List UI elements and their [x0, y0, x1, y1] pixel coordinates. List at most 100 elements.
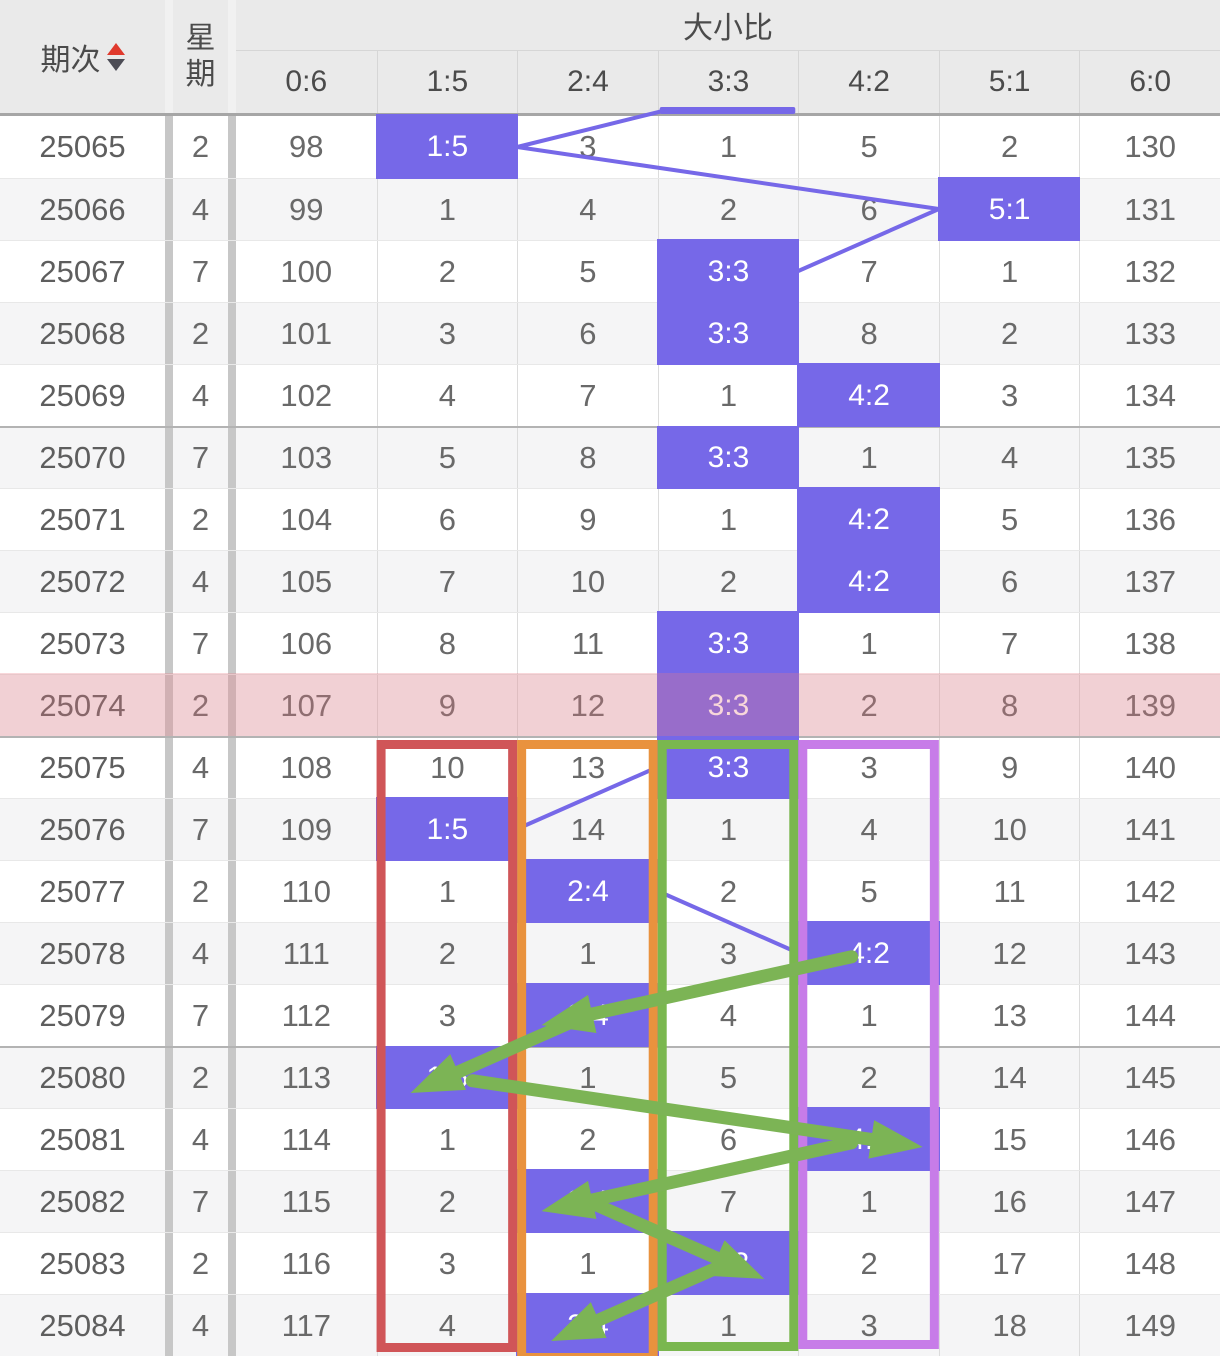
weekday-cell: 2	[191, 1060, 210, 1095]
miss-count-cell: 107	[280, 687, 333, 723]
miss-count-cell: 6	[376, 489, 518, 550]
miss-count-cell: 3	[938, 365, 1080, 426]
miss-count-cell: 1	[657, 799, 799, 860]
weekday-cell: 4	[191, 935, 210, 971]
table-row: 25074 2 107 9 12 3:3 2 8 139	[0, 673, 1220, 737]
ratio-hit-cell: 4:2	[797, 363, 940, 427]
ratio-subheader-row: 0:6 1:5 2:4 3:3 4:2 5:1 6:0	[236, 50, 1220, 113]
period-cell: 25074	[39, 687, 126, 723]
column-divider	[165, 923, 173, 984]
sort-desc-icon[interactable]	[106, 58, 125, 71]
miss-count-cell: 142	[1079, 861, 1220, 922]
miss-count-cell: 113	[281, 1060, 331, 1095]
period-cell: 25078	[39, 935, 126, 971]
period-cell: 25080	[39, 1060, 126, 1095]
miss-count-cell: 16	[938, 1171, 1080, 1232]
column-divider	[165, 428, 173, 488]
weekday-cell: 2	[191, 1245, 210, 1281]
miss-count-cell: 3	[376, 303, 518, 364]
weekday-cell: 7	[191, 811, 210, 847]
ratio-header-4:2: 4:2	[798, 51, 939, 113]
column-divider	[165, 1233, 173, 1294]
ratio-hit-cell: 4:2	[797, 487, 940, 551]
miss-count-cell: 4	[938, 428, 1080, 488]
column-divider	[228, 861, 236, 922]
miss-count-cell: 1	[938, 241, 1080, 302]
miss-count-cell: 109	[280, 811, 333, 847]
miss-count-cell: 3	[798, 738, 939, 798]
table-row: 25078 4 111 2 1 3 4:2 12 143	[0, 921, 1220, 985]
weekday-cell: 2	[191, 315, 210, 351]
sort-icons[interactable]	[106, 42, 125, 71]
ratio-hit-cell: 2:4	[516, 859, 659, 923]
miss-count-cell: 144	[1079, 985, 1220, 1046]
miss-count-cell: 133	[1079, 303, 1220, 364]
period-header-cell[interactable]: 期次	[0, 0, 165, 113]
miss-count-cell: 17	[938, 1233, 1080, 1294]
miss-count-cell: 100	[280, 253, 333, 289]
ratio-header-group: 大小比 0:6 1:5 2:4 3:3 4:2 5:1 6:0	[236, 0, 1220, 113]
column-divider	[228, 428, 236, 488]
ratio-hit-cell: 2:4	[516, 1293, 659, 1356]
miss-count-cell: 5	[517, 241, 658, 302]
column-divider	[228, 1295, 236, 1356]
miss-count-cell: 146	[1079, 1109, 1220, 1170]
miss-count-cell: 130	[1079, 116, 1220, 178]
table-row: 25081 4 114 1 2 6 4:2 15 146	[0, 1107, 1220, 1171]
weekday-cell: 7	[191, 440, 210, 475]
table-row: 25071 2 104 6 9 1 4:2 5 136	[0, 487, 1220, 551]
miss-count-cell: 3	[517, 116, 658, 178]
ratio-hit-cell: 1:5	[375, 797, 518, 861]
period-cell: 25065	[39, 129, 126, 164]
miss-count-cell: 11	[517, 613, 658, 674]
ratio-hit-cell: 2:4	[516, 1169, 659, 1233]
table-row: 25080 2 113 1:5 1 5 2 14 145	[0, 1046, 1220, 1109]
ratio-hit-cell: 3:3	[656, 673, 799, 737]
miss-count-cell: 131	[1079, 179, 1220, 240]
miss-count-cell: 5	[798, 861, 939, 922]
table-row: 25084 4 117 4 2:4 1 3 18 149	[0, 1293, 1220, 1356]
miss-count-cell: 4	[376, 365, 518, 426]
miss-count-cell: 4	[657, 985, 799, 1046]
miss-count-cell: 1	[798, 613, 939, 674]
table-row: 25065 2 98 1:5 3 1 5 2 130	[0, 114, 1220, 179]
miss-count-cell: 1	[798, 428, 939, 488]
table-row: 25083 2 116 3 1 3:3 2 17 148	[0, 1231, 1220, 1295]
miss-count-cell: 14	[938, 1048, 1080, 1108]
column-divider	[165, 1048, 173, 1108]
miss-count-cell: 138	[1079, 613, 1220, 674]
column-divider	[165, 613, 173, 674]
ratio-header-2:4: 2:4	[517, 51, 658, 113]
miss-count-cell: 13	[938, 985, 1080, 1046]
miss-count-cell: 3	[657, 923, 799, 984]
miss-count-cell: 8	[376, 613, 518, 674]
miss-count-cell: 5	[938, 489, 1080, 550]
miss-count-cell: 7	[798, 241, 939, 302]
weekday-cell: 7	[191, 1183, 210, 1219]
miss-count-cell: 4	[517, 179, 658, 240]
miss-count-cell: 141	[1079, 799, 1220, 860]
miss-count-cell: 135	[1079, 428, 1220, 488]
column-divider	[165, 489, 173, 550]
miss-count-cell: 2	[376, 923, 518, 984]
miss-count-cell: 7	[938, 613, 1080, 674]
weekday-cell: 4	[191, 1307, 210, 1343]
miss-count-cell: 1	[657, 116, 799, 178]
miss-count-cell: 10	[938, 799, 1080, 860]
column-divider	[228, 923, 236, 984]
miss-count-cell: 18	[938, 1295, 1080, 1356]
miss-count-cell: 14	[517, 799, 658, 860]
miss-count-cell: 1	[657, 489, 799, 550]
miss-count-cell: 2	[376, 241, 518, 302]
miss-count-cell: 7	[657, 1171, 799, 1232]
column-divider	[228, 489, 236, 550]
miss-count-cell: 3	[376, 985, 518, 1046]
group-header-label: 大小比	[683, 12, 773, 45]
weekday-cell: 4	[191, 377, 210, 413]
miss-count-cell: 108	[280, 750, 333, 785]
miss-count-cell: 1	[517, 923, 658, 984]
column-divider	[228, 365, 236, 426]
ratio-hit-cell: 3:3	[656, 736, 799, 799]
sort-asc-icon[interactable]	[106, 42, 125, 55]
ratio-header-3:3: 3:3	[657, 51, 799, 113]
